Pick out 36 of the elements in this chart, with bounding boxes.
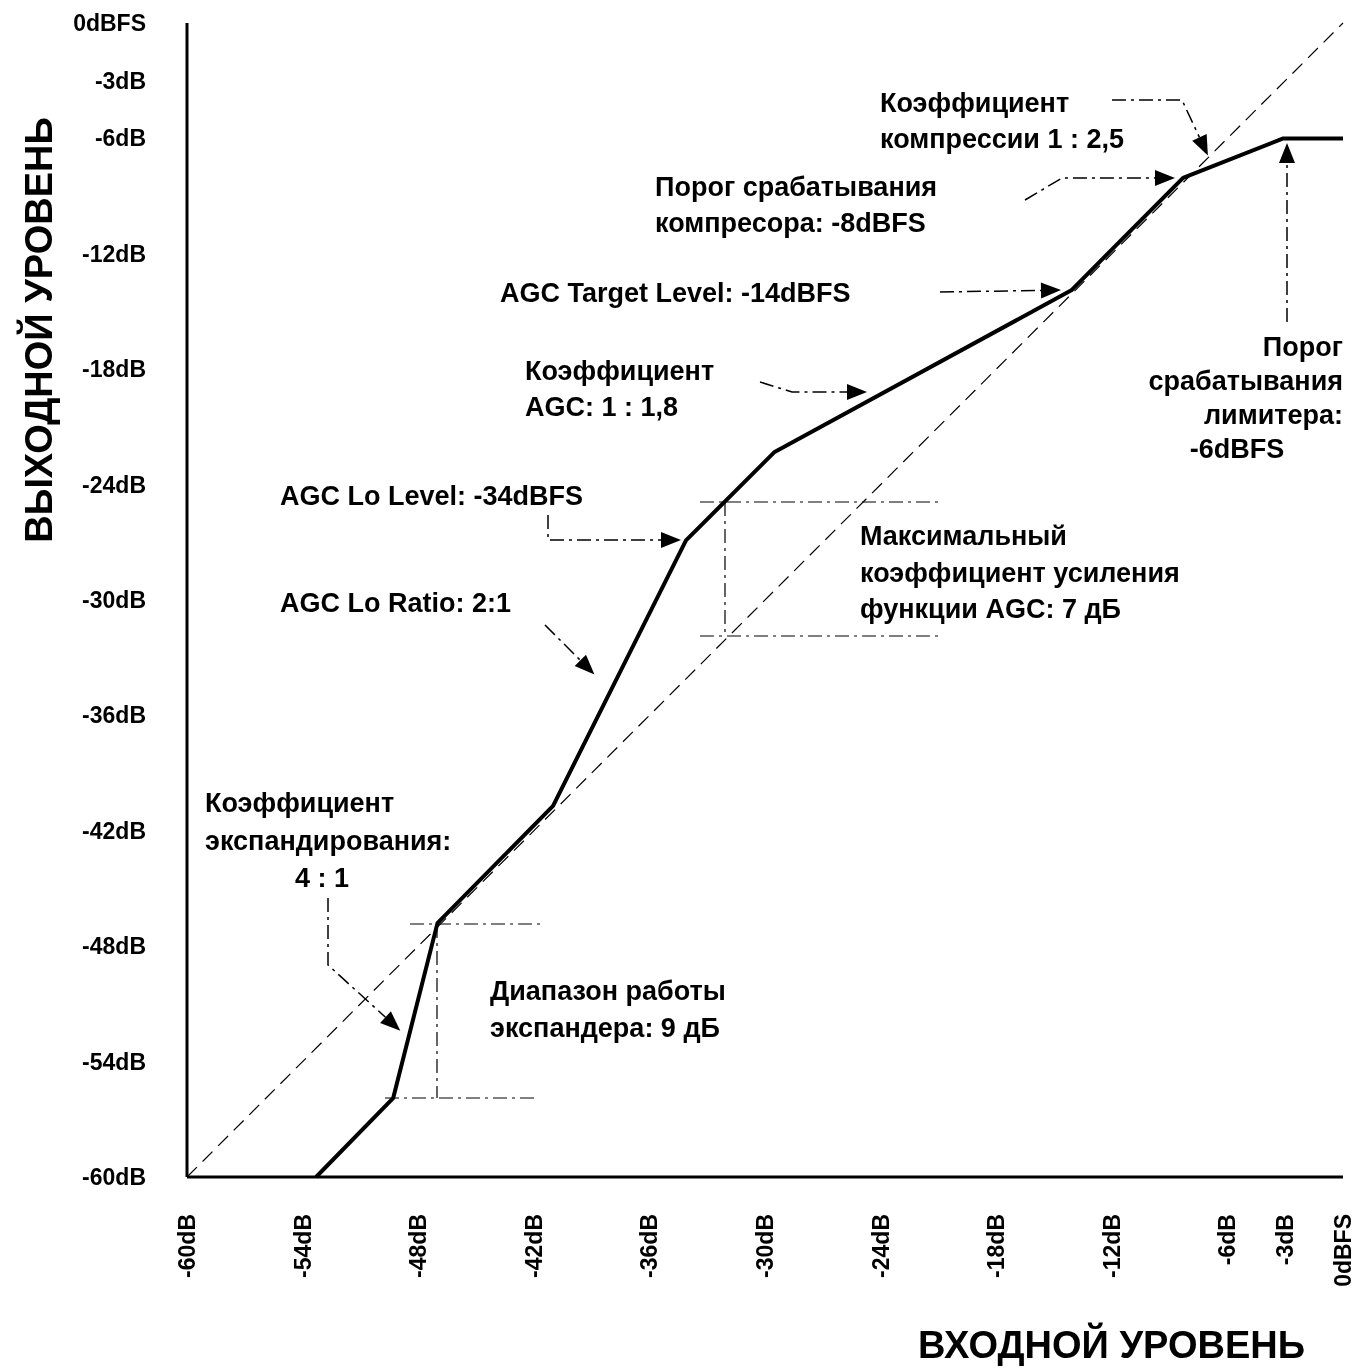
x-tick-label: 0dBFS: [1330, 1214, 1356, 1287]
y-tick-label: -6dB: [94, 125, 146, 152]
y-tick-label: -60dB: [82, 1164, 146, 1190]
x-tick-label: -42dB: [520, 1214, 547, 1278]
annotation: Коэффициент AGC: 1 : 1,8: [525, 356, 715, 422]
annotation: AGC Lo Ratio: 2:1: [280, 588, 512, 618]
y-tick-label: -12dB: [82, 240, 146, 267]
y-tick-label: -54dB: [82, 1048, 146, 1075]
x-tick-label: -54dB: [289, 1214, 316, 1278]
y-tick-label: -42dB: [82, 817, 146, 844]
x-tick-label: -30dB: [752, 1214, 778, 1278]
y-tick-label: 0dBFS: [73, 10, 146, 36]
annotation: Диапазон работы экспандера: 9 дБ: [490, 976, 726, 1043]
x-tick-label: -24dB: [867, 1214, 894, 1278]
y-tick-label: -24dB: [82, 471, 146, 498]
annotation: Коэффициент экспандирования: 4 : 1: [205, 788, 452, 893]
annotation: Коэффициент компрессии 1 : 2,5: [880, 88, 1125, 154]
annotation: AGC Target Level: -14dBFS: [500, 278, 851, 308]
y-tick-label: -18dB: [82, 356, 146, 383]
x-axis-title: ВХОДНОЙ УРОВЕНЬ: [918, 1322, 1305, 1366]
x-tick-label: -36dB: [636, 1214, 663, 1278]
annotation: Порог срабатывания компресора: -8dBFS: [655, 172, 938, 238]
y-tick-label: -36dB: [82, 702, 146, 729]
y-tick-label: -48dB: [82, 933, 146, 960]
y-axis-title: ВЫХОДНОЙ УРОВЕНЬ: [16, 117, 60, 543]
x-tick-label: -3dB: [1272, 1214, 1299, 1266]
annotation: Порог срабатывания лимитера: -6dBFS: [1148, 332, 1343, 464]
x-tick-label: -6dB: [1214, 1214, 1241, 1266]
x-tick-label: -60dB: [174, 1214, 200, 1278]
y-tick-label: -30dB: [82, 587, 146, 613]
annotation: Максимальный коэффициент усиления функции AGC: 7 дБ: [860, 521, 1180, 624]
annotation: AGC Lo Level: -34dBFS: [280, 481, 584, 511]
x-tick-label: -48dB: [405, 1214, 432, 1278]
y-tick-label: -3dB: [94, 67, 146, 94]
x-tick-label: -12dB: [1098, 1214, 1125, 1278]
x-tick-label: -18dB: [983, 1214, 1010, 1278]
